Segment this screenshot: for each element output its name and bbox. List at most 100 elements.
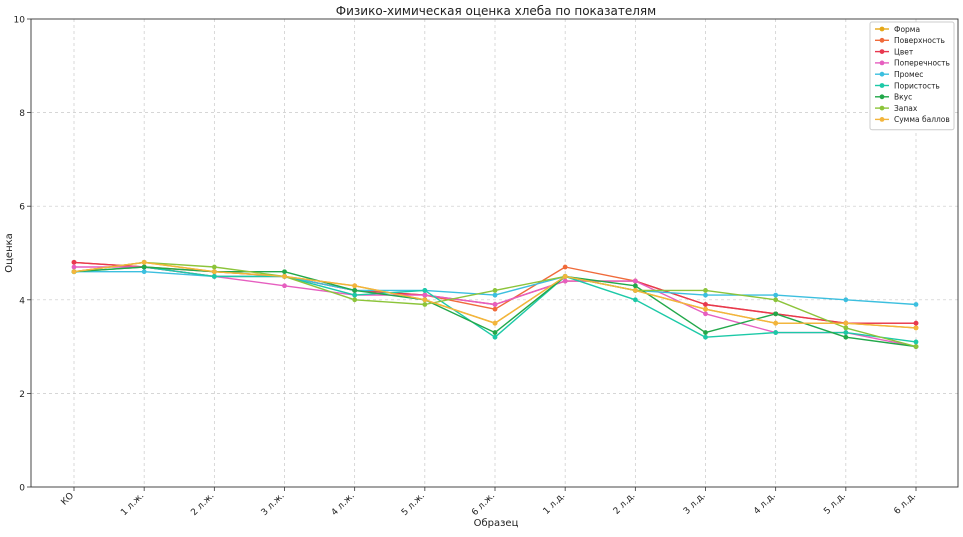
data-point [843, 297, 849, 303]
data-point [492, 334, 498, 340]
x-tick-label: 4 л.д. [752, 491, 778, 517]
legend-item: Поверхность [875, 36, 945, 45]
data-point [773, 311, 779, 317]
x-tick-label: КО [60, 491, 77, 508]
legend-label: Поперечность [894, 59, 950, 68]
series-layer [71, 259, 919, 349]
data-point [703, 311, 708, 317]
data-point [352, 297, 358, 303]
data-point [422, 297, 428, 303]
x-tick-label: 5 л.д. [822, 491, 848, 517]
y-tick-label: 2 [19, 390, 25, 400]
x-tick-label: 6 л.ж. [470, 491, 497, 518]
legend-swatch-marker [879, 105, 885, 111]
data-point [843, 334, 849, 340]
legend: Форма Поверхность Цвет Поперечность Промес По… [869, 21, 955, 131]
y-tick-label: 10 [14, 16, 26, 26]
data-point [282, 274, 287, 279]
data-point [71, 259, 77, 265]
data-point [703, 334, 708, 340]
x-tick-label: 1 л.д. [542, 491, 568, 517]
data-point [703, 330, 708, 335]
x-tick-label: 4 л.ж. [330, 491, 357, 518]
x-tick-label: 3 л.ж. [260, 491, 287, 518]
data-point [913, 344, 919, 349]
legend-item: Промес [875, 70, 923, 79]
y-tick-label: 8 [19, 109, 25, 119]
data-point [562, 264, 568, 270]
data-point [352, 283, 358, 289]
legend-label: Поверхность [894, 36, 945, 45]
grid [31, 19, 958, 487]
data-point [492, 320, 498, 326]
data-point [492, 302, 498, 307]
data-point [773, 297, 779, 303]
x-tick-label: 5 л.ж. [400, 491, 427, 518]
plot-frame [30, 18, 959, 488]
legend-swatch-marker [879, 60, 885, 66]
legend-swatch-marker [879, 94, 885, 100]
data-point [632, 288, 638, 293]
series-9 [71, 259, 919, 331]
legend-box [869, 21, 955, 131]
data-point [71, 269, 77, 275]
data-point [141, 269, 147, 275]
data-point [282, 283, 287, 289]
data-point [422, 302, 428, 307]
legend-item: Запах [875, 104, 918, 113]
x-axis-label: Образец [474, 518, 519, 529]
legend-item: Цвет [875, 47, 914, 56]
legend-label: Промес [894, 70, 923, 79]
y-tick-label: 0 [19, 484, 25, 494]
data-point [703, 306, 708, 312]
data-point [773, 320, 779, 326]
legend-label: Форма [894, 25, 920, 34]
legend-swatch-marker [879, 83, 885, 88]
data-point [282, 269, 287, 275]
data-point [773, 330, 779, 335]
data-point [352, 288, 358, 293]
data-point [422, 288, 428, 293]
data-point [843, 330, 849, 335]
data-point [71, 264, 77, 270]
data-point [703, 288, 708, 293]
x-tick-label: 2 л.д. [612, 491, 638, 517]
legend-item: Форма [875, 25, 920, 34]
data-point [352, 292, 358, 298]
legend-label: Цвет [894, 47, 914, 56]
axes: 0 2 4 6 8 10 КО 1 л.ж. 2 л.ж. 3 л.ж. 4 л.ж. 5 л.ж. 6… [14, 16, 959, 518]
data-point [211, 274, 217, 279]
x-tick-label: 1 л.ж. [119, 491, 146, 518]
legend-item: Поперечность [875, 59, 950, 68]
data-point [492, 288, 498, 293]
legend-swatch-marker [879, 37, 885, 43]
data-point [913, 320, 919, 326]
legend-swatch-marker [879, 26, 885, 32]
data-point [211, 269, 217, 275]
legend-label: Запах [894, 104, 918, 113]
legend-label: Вкус [894, 93, 912, 102]
legend-label: Сумма баллов [894, 115, 950, 124]
data-point [913, 302, 919, 307]
y-tick-label: 4 [19, 296, 25, 306]
legend-label: Пористость [894, 81, 940, 90]
data-point [492, 306, 498, 312]
data-point [632, 278, 638, 284]
legend-swatch-marker [879, 49, 885, 54]
data-point [703, 292, 708, 298]
data-point [773, 292, 779, 298]
data-point [141, 259, 147, 265]
data-point [913, 339, 919, 345]
legend-item: Сумма баллов [875, 115, 950, 124]
data-point [632, 297, 638, 303]
legend-swatch-marker [879, 117, 885, 122]
data-point [422, 292, 428, 298]
data-point [843, 325, 849, 331]
data-point [703, 302, 708, 307]
data-point [211, 264, 217, 270]
data-point [492, 292, 498, 298]
data-point [632, 283, 638, 289]
data-point [562, 274, 568, 279]
x-tick-label: 3 л.д. [682, 491, 708, 517]
